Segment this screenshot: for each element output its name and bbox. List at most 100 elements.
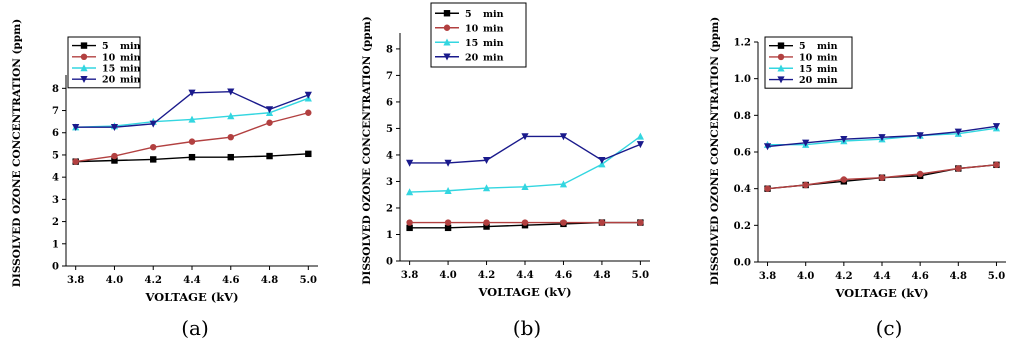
- legend-entry-unit: min: [120, 64, 141, 75]
- x-tick-label: 4.6: [555, 270, 572, 281]
- legend-entry-name: 5: [465, 9, 472, 20]
- data-point: [72, 123, 80, 131]
- x-axis-label: VOLTAGE (kV): [477, 285, 571, 299]
- x-tick-label: 5.0: [988, 271, 1005, 282]
- legend-entry-name: 20: [465, 52, 479, 63]
- data-point: [598, 157, 606, 165]
- panel-caption: (c): [876, 316, 903, 340]
- data-point: [840, 135, 848, 143]
- legend-entry-unit: min: [817, 41, 838, 52]
- data-point: [444, 159, 452, 167]
- x-tick-label: 3.8: [759, 271, 776, 282]
- x-tick-label: 4.2: [835, 271, 852, 282]
- legend-entry-unit: min: [120, 52, 141, 63]
- data-point: [188, 138, 196, 145]
- legend-swatch-marker: [80, 64, 88, 72]
- data-point: [764, 185, 771, 192]
- y-tick-label: 1.2: [734, 38, 751, 49]
- y-tick-label: 7: [386, 71, 393, 82]
- y-tick-label: 6: [386, 97, 393, 108]
- x-tick-label: 4.0: [797, 271, 814, 282]
- data-point: [482, 157, 491, 165]
- y-tick-label: 5: [386, 124, 393, 135]
- legend-entry-unit: min: [817, 75, 838, 86]
- data-point: [305, 150, 312, 158]
- y-tick-label: 0.8: [734, 111, 751, 122]
- data-point: [560, 219, 567, 226]
- data-point: [149, 120, 157, 128]
- y-tick-label: 1: [52, 239, 59, 250]
- y-axis-label: DISSOLVED OZONE CONCENTRATION (ppm): [361, 16, 373, 284]
- legend-entry-unit: min: [120, 75, 141, 86]
- data-point: [916, 132, 924, 140]
- x-tick-label: 4.8: [261, 275, 278, 286]
- y-tick-label: 2: [52, 217, 59, 228]
- legend-entry-name: 10: [799, 52, 813, 63]
- data-point: [993, 161, 1000, 169]
- data-point: [111, 152, 118, 160]
- data-point: [305, 109, 312, 116]
- y-tick-label: 1.0: [734, 74, 751, 85]
- data-point: [637, 219, 644, 226]
- data-point: [559, 180, 568, 188]
- y-tick-label: 0.4: [734, 184, 751, 195]
- x-axis-label: VOLTAGE (kV): [834, 286, 928, 300]
- legend-swatch-marker: [777, 64, 785, 72]
- data-point: [483, 219, 490, 226]
- data-point: [840, 176, 848, 183]
- legend-swatch-marker: [777, 53, 785, 61]
- x-tick-label: 4.0: [439, 270, 456, 281]
- data-point: [559, 133, 568, 141]
- x-tick-label: 4.4: [516, 270, 533, 281]
- x-tick-label: 4.6: [911, 271, 928, 282]
- x-tick-label: 4.2: [478, 270, 495, 281]
- data-point: [188, 115, 196, 123]
- y-tick-label: 5: [52, 150, 59, 161]
- y-tick-label: 0: [52, 262, 59, 273]
- y-axis-label: DISSOLVED OZONE CONCENTRATION (ppm): [11, 19, 23, 287]
- data-point: [150, 156, 157, 163]
- legend-entry-unit: min: [817, 52, 838, 63]
- legend-entry-name: 10: [465, 23, 479, 34]
- data-point: [802, 139, 810, 147]
- data-point: [444, 224, 452, 232]
- data-point: [110, 123, 119, 131]
- data-point: [406, 159, 414, 167]
- y-tick-label: 3: [386, 177, 393, 188]
- data-point: [598, 219, 606, 226]
- x-tick-label: 4.0: [106, 275, 123, 286]
- data-point: [304, 91, 312, 99]
- y-tick-label: 0.0: [734, 258, 751, 269]
- legend-entry-name: 20: [799, 75, 813, 86]
- data-point: [406, 224, 413, 232]
- legend-entry-name: 15: [102, 64, 115, 75]
- y-tick-label: 0.2: [734, 221, 751, 232]
- legend-entry-name: 15: [465, 38, 478, 49]
- x-tick-label: 4.4: [183, 275, 200, 286]
- legend-entry-name: 5: [799, 41, 806, 52]
- x-tick-label: 4.6: [222, 275, 239, 286]
- y-tick-label: 3: [52, 195, 59, 206]
- y-tick-label: 4: [52, 173, 59, 184]
- x-tick-label: 4.8: [950, 271, 967, 282]
- data-point: [763, 143, 772, 151]
- x-axis-label: VOLTAGE (kV): [144, 290, 238, 304]
- legend-swatch-marker: [80, 76, 88, 83]
- data-point: [227, 153, 234, 161]
- chart-2: 3.8 4.0 4.2 4.4 4.6 4.8 5.0 0.0 0.2 0.4 0.6 0.8 1.0 1…: [709, 17, 1006, 340]
- legend-swatch-marker: [443, 24, 451, 31]
- legend-swatch-marker: [777, 76, 785, 84]
- x-tick-label: 3.8: [67, 275, 84, 286]
- y-tick-label: 7: [52, 106, 59, 117]
- data-point: [916, 170, 924, 178]
- data-point: [444, 219, 452, 226]
- legend-entry-unit: min: [483, 9, 504, 20]
- legend-entry-name: 20: [102, 75, 116, 86]
- data-point: [111, 157, 118, 164]
- y-tick-label: 1: [386, 230, 393, 241]
- legend-entry-name: 15: [799, 64, 812, 75]
- legend-swatch-marker: [443, 53, 451, 61]
- y-tick-label: 0: [386, 257, 393, 268]
- x-tick-label: 3.8: [401, 270, 418, 281]
- data-point: [992, 123, 1001, 131]
